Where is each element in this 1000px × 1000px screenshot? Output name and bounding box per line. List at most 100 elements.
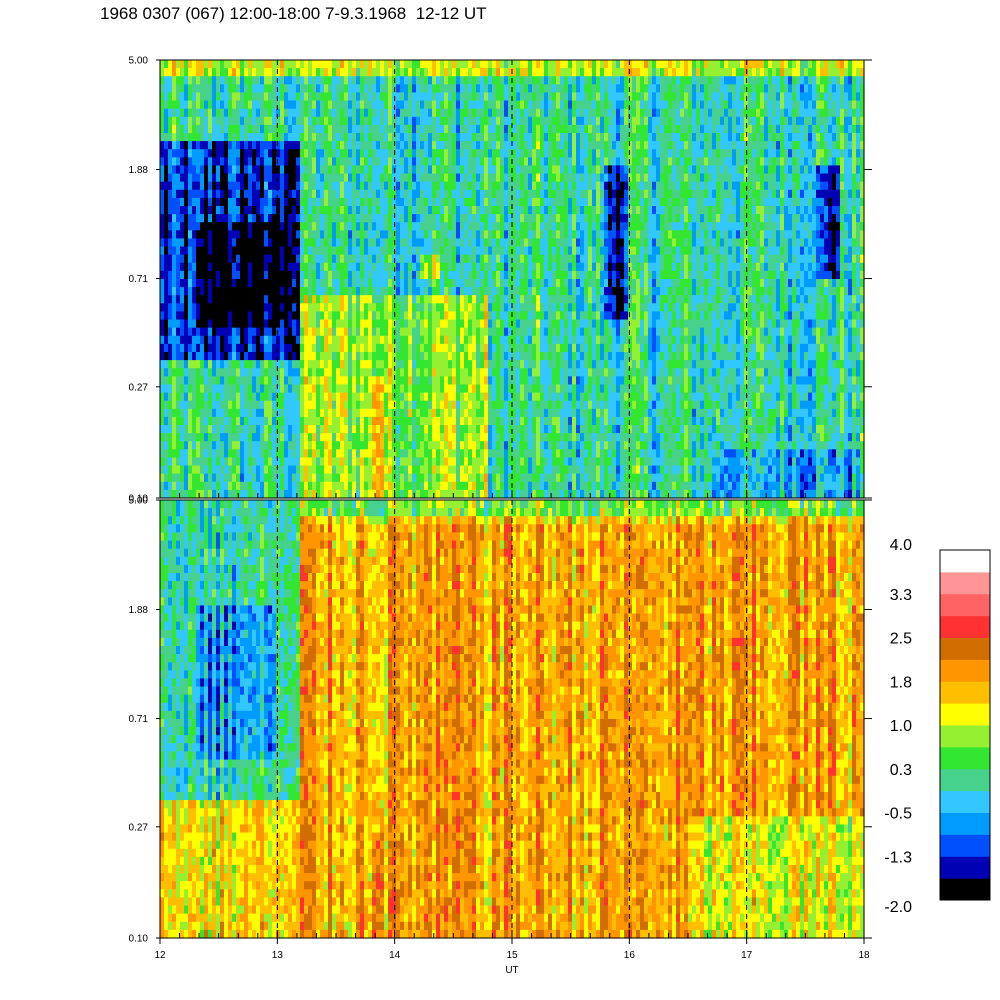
heatmap-cell — [532, 181, 537, 191]
heatmap-cell — [820, 246, 825, 256]
heatmap-cell — [476, 270, 481, 280]
heatmap-cell — [176, 287, 181, 296]
heatmap-cell — [208, 76, 213, 85]
heatmap-cell — [564, 173, 569, 183]
heatmap-cell — [736, 60, 741, 69]
heatmap-cell — [336, 92, 341, 102]
heatmap-cell — [360, 116, 365, 126]
heatmap-cell — [528, 262, 533, 272]
heatmap-cell — [640, 165, 645, 175]
heatmap-cell — [852, 238, 857, 248]
heatmap-cell — [260, 197, 265, 207]
heatmap-cell — [680, 68, 685, 77]
heatmap-cell — [656, 279, 661, 288]
heatmap-cell — [200, 254, 205, 264]
heatmap-cell — [556, 133, 561, 142]
heatmap-cell — [468, 116, 473, 126]
heatmap-cell — [604, 206, 609, 215]
heatmap-cell — [244, 246, 249, 256]
heatmap-cell — [492, 92, 497, 102]
heatmap-cell — [184, 141, 189, 150]
heatmap-cell — [680, 214, 685, 223]
heatmap-cell — [632, 262, 637, 272]
heatmap-cell — [612, 76, 617, 85]
heatmap-cell — [316, 92, 321, 102]
heatmap-cell — [452, 60, 457, 69]
heatmap-cell — [508, 149, 513, 158]
heatmap-cell — [484, 206, 489, 215]
heatmap-cell — [764, 141, 769, 150]
heatmap-cell — [188, 214, 193, 223]
heatmap-cell — [848, 116, 853, 126]
heatmap-cell — [648, 124, 653, 134]
heatmap-cell — [712, 124, 717, 134]
heatmap-cell — [208, 92, 213, 102]
heatmap-cell — [528, 108, 533, 118]
heatmap-cell — [176, 270, 181, 280]
heatmap-cell — [316, 189, 321, 199]
heatmap-cell — [528, 165, 533, 175]
heatmap-cell — [340, 116, 345, 126]
heatmap-cell — [668, 60, 673, 69]
heatmap-cell — [332, 230, 337, 240]
heatmap-cell — [620, 181, 625, 191]
heatmap-cell — [588, 100, 593, 110]
heatmap-cell — [420, 222, 425, 231]
heatmap-cell — [552, 189, 557, 199]
heatmap-cell — [760, 124, 765, 134]
heatmap-cell — [316, 157, 321, 167]
heatmap-cell — [664, 262, 669, 272]
heatmap-cell — [824, 206, 829, 215]
heatmap-cell — [364, 279, 369, 288]
heatmap-cell — [444, 116, 449, 126]
heatmap-cell — [592, 157, 597, 167]
heatmap-cell — [180, 197, 185, 207]
heatmap-cell — [668, 165, 673, 175]
heatmap-cell — [564, 124, 569, 134]
heatmap-cell — [404, 60, 409, 69]
heatmap-cell — [276, 189, 281, 199]
heatmap-cell — [716, 92, 721, 102]
heatmap-cell — [476, 279, 481, 288]
heatmap-cell — [296, 133, 301, 142]
heatmap-cell — [756, 238, 761, 248]
heatmap-cell — [476, 230, 481, 240]
heatmap-cell — [432, 133, 437, 142]
heatmap-cell — [348, 222, 353, 231]
heatmap-cell — [672, 246, 677, 256]
heatmap-cell — [396, 116, 401, 126]
heatmap-cell — [636, 124, 641, 134]
heatmap-cell — [468, 141, 473, 150]
heatmap-cell — [184, 92, 189, 102]
heatmap-cell — [160, 270, 165, 280]
heatmap-cell — [692, 214, 697, 223]
heatmap-cell — [508, 84, 513, 94]
heatmap-cell — [260, 181, 265, 191]
heatmap-cell — [200, 68, 205, 77]
heatmap-cell — [300, 149, 305, 158]
heatmap-cell — [496, 189, 501, 199]
heatmap-cell — [692, 270, 697, 280]
heatmap-cell — [648, 173, 653, 183]
heatmap-cell — [444, 262, 449, 272]
heatmap-cell — [840, 141, 845, 150]
heatmap-cell — [612, 230, 617, 240]
heatmap-cell — [732, 238, 737, 248]
heatmap-cell — [276, 149, 281, 158]
heatmap-cell — [232, 238, 237, 248]
heatmap-cell — [264, 214, 269, 223]
heatmap-cell — [828, 238, 833, 248]
heatmap-cell — [792, 100, 797, 110]
heatmap-cell — [464, 84, 469, 94]
heatmap-cell — [684, 262, 689, 272]
heatmap-cell — [672, 116, 677, 126]
heatmap-cell — [308, 133, 313, 142]
heatmap-cell — [500, 84, 505, 94]
heatmap-cell — [772, 100, 777, 110]
heatmap-cell — [316, 149, 321, 158]
heatmap-cell — [704, 108, 709, 118]
heatmap-cell — [496, 230, 501, 240]
heatmap-cell — [256, 92, 261, 102]
heatmap-cell — [556, 181, 561, 191]
